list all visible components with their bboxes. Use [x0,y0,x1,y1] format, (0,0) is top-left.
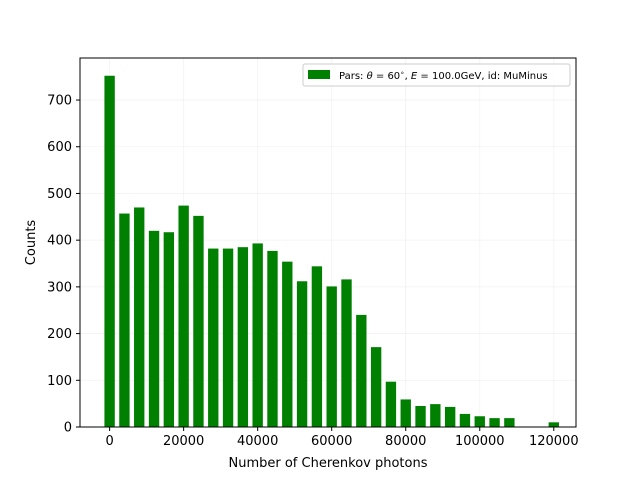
bar [459,413,471,427]
bar [178,205,189,427]
bar [489,418,500,427]
axis-ticks: 0 20000 40000 60000 80000 100000 120000 0 100 200… [47,94,578,449]
legend-prefix: Pars: [339,71,367,82]
x-tick-label: 60000 [311,434,352,449]
x-tick-label: 100000 [455,434,505,449]
bar [193,215,204,427]
bar [326,286,337,427]
y-tick-label: 200 [47,327,72,342]
bar [208,248,219,427]
legend-energy-value: = 100.0GeV, id: MuMinus [417,71,547,82]
y-tick-label: 300 [47,280,72,295]
x-tick-label: 40000 [237,434,278,449]
x-tick-label: 20000 [163,434,204,449]
legend-box [302,63,571,87]
legend: Pars: θ = 60∘, E = 100.0GeV, id: MuMinus [302,63,571,87]
bar [341,279,352,427]
plot-frame [79,57,577,428]
bar [252,243,263,427]
x-axis-label: Number of Cherenkov photons [229,456,428,471]
legend-sep: , [405,71,411,82]
legend-swatch [308,70,330,79]
bar [148,230,160,427]
legend-theta-symbol: θ [367,71,373,82]
bar [119,213,130,427]
x-tick-label: 80000 [385,434,426,449]
bar [474,416,485,427]
bar [415,405,426,427]
bar [163,232,175,427]
y-tick-label: 400 [47,234,72,249]
bar [296,281,308,427]
bar [430,404,441,427]
bar [400,399,411,427]
bar [237,247,249,427]
bar [267,250,278,427]
y-tick-label: 600 [47,140,72,155]
bar [385,381,397,427]
legend-label: Pars: θ = 60∘, E = 100.0GeV, id: MuMinus [339,69,548,82]
y-tick-label: 0 [64,421,72,436]
legend-energy-symbol: E [411,71,418,82]
bar [134,207,145,427]
legend-degree: ∘ [400,69,404,77]
bar [504,418,515,427]
y-tick-label: 500 [47,187,72,202]
bars [104,75,559,428]
y-tick-label: 100 [47,374,72,389]
bar [370,347,382,427]
bar [282,261,293,427]
bar [311,266,323,427]
bar [356,314,367,427]
bar [444,406,456,427]
y-axis-label: Counts [24,220,39,266]
x-tick-label: 120000 [529,434,579,449]
bar [548,422,559,427]
legend-theta-value: = 60 [373,71,400,82]
x-tick-label: 0 [105,434,113,449]
bar [222,248,234,427]
y-tick-label: 700 [47,94,72,109]
bar [104,75,115,428]
